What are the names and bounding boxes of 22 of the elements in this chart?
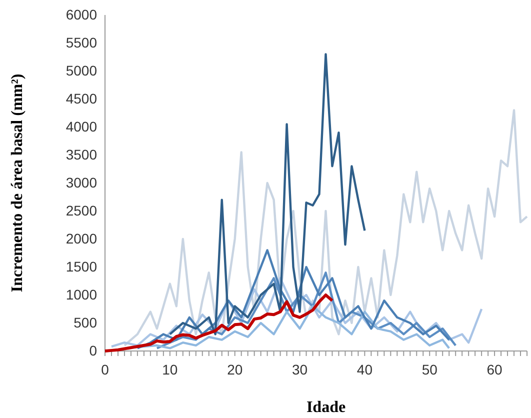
x-tick-label: 20 <box>227 361 243 378</box>
y-tick-label: 3500 <box>66 146 98 162</box>
x-tick-label: 30 <box>292 361 308 378</box>
y-tick-label: 4500 <box>66 90 98 106</box>
y-tick-label: 1000 <box>66 286 98 302</box>
y-tick-label: 0 <box>89 342 98 358</box>
y-tick-label: 5000 <box>66 62 98 78</box>
x-axis-title: Idade <box>306 399 346 416</box>
x-tick-label: 40 <box>356 361 373 378</box>
y-tick-label: 500 <box>74 314 98 330</box>
y-axis-title: Incremento de área basal (mm²) <box>9 74 26 292</box>
y-tick-label: 5500 <box>66 34 98 50</box>
y-tick-label: 4000 <box>66 118 98 134</box>
x-tick-label: 50 <box>422 361 438 378</box>
x-tick-label: 0 <box>101 361 110 378</box>
y-tick-label: 2500 <box>66 202 98 218</box>
y-tick-label: 3000 <box>66 174 98 190</box>
y-tick-label: 2000 <box>66 230 98 246</box>
x-tick-label: 10 <box>162 361 178 378</box>
x-tick-label: 60 <box>486 361 503 378</box>
y-tick-label: 1500 <box>66 258 98 274</box>
y-tick-label: 6000 <box>66 6 98 22</box>
